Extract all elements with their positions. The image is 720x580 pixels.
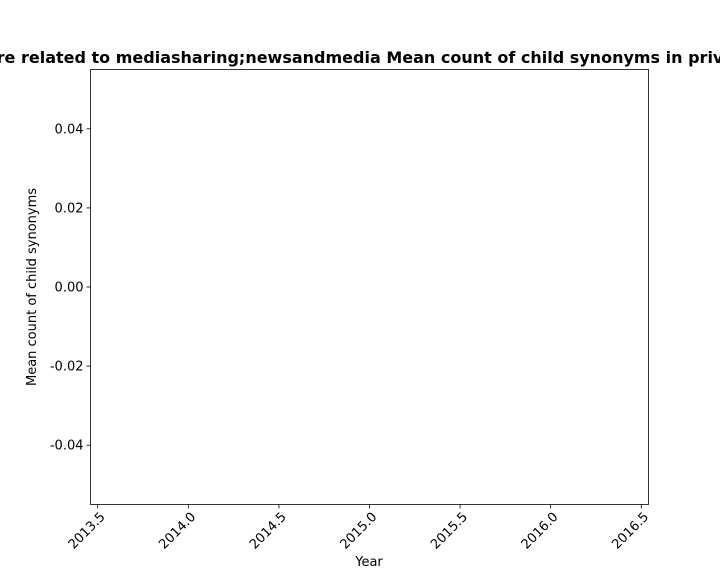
x-tick-label: 2014.5 [247,510,290,553]
x-axis-label: Year [354,555,383,570]
chart-title: re related to mediasharing;newsandmedia … [0,48,720,67]
plot-area [90,69,649,505]
y-tick-label: -0.04 [50,439,84,454]
y-tick-label: 0.00 [55,281,84,296]
x-tick-label: 2015.0 [338,510,381,553]
x-tick-label: 2015.5 [428,510,471,553]
y-tick-label: 0.04 [55,122,84,137]
x-tick-label: 2016.5 [609,510,652,553]
x-tick-label: 2014.0 [156,510,199,553]
y-axis: 0.04 0.02 0.00 -0.02 -0.04 [50,122,91,454]
x-tick-label: 2016.0 [519,510,562,553]
x-tick-label: 2013.5 [66,510,109,553]
y-tick-label: 0.02 [55,201,84,216]
x-axis: 2013.5 2014.0 2014.5 2015.0 2015.5 2016.0 2016… [66,504,652,553]
y-tick-label: -0.02 [50,360,84,375]
y-axis-label: Mean count of child synonyms [25,188,40,386]
